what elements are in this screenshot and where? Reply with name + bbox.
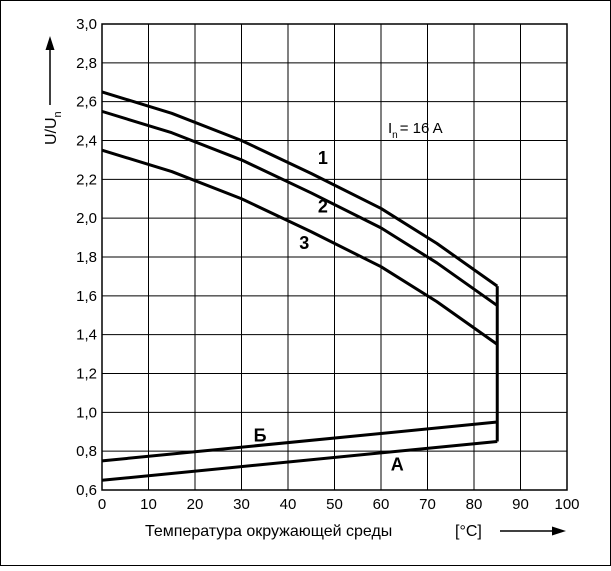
x-axis-unit: [°C]	[455, 523, 482, 540]
y-tick-label: 2,2	[76, 171, 97, 188]
y-axis-label: U/Un	[43, 111, 64, 145]
annotation-sub: n	[392, 130, 398, 141]
x-tick-label: 50	[326, 496, 343, 513]
x-tick-labels: 0 10 20 30 40 50 60 70 80 90 100	[98, 496, 580, 513]
series-line-4	[101, 439, 498, 482]
y-axis-label-main: U/U	[43, 117, 60, 145]
x-tick-label: 70	[419, 496, 436, 513]
y-tick-label: 0,6	[76, 482, 97, 499]
y-axis-label-group: U/Un	[43, 111, 64, 145]
y-tick-label: 1,8	[76, 249, 97, 266]
y-tick-label: 2,6	[76, 94, 97, 111]
y-tick-label: 1,6	[76, 288, 97, 305]
y-axis-arrow-head	[45, 36, 55, 50]
y-tick-label: 1,0	[76, 404, 97, 421]
annotation-rest: = 16 A	[400, 120, 443, 137]
annotation-label: In = 16 A	[388, 120, 443, 141]
series-label-4: A	[391, 455, 404, 475]
y-tick-label: 2,4	[76, 133, 97, 150]
y-tick-labels: 0,6 0,8 1,0 1,2 1,4 1,6 1,8 2,0 2,2 2,4 2,6 2,8 3,0	[76, 16, 97, 499]
series-label-3: Б	[254, 425, 267, 445]
x-tick-label: 100	[554, 496, 579, 513]
y-tick-label: 1,4	[76, 327, 97, 344]
y-tick-label: 1,2	[76, 366, 97, 383]
y-tick-label: 3,0	[76, 16, 97, 33]
x-tick-label: 10	[140, 496, 157, 513]
series-lines	[101, 90, 499, 482]
series-line-3	[101, 420, 498, 463]
x-tick-label: 0	[98, 496, 106, 513]
x-axis-arrow-head	[552, 526, 566, 536]
y-axis-label-sub: n	[52, 111, 64, 117]
y-tick-label: 0,8	[76, 443, 97, 460]
y-tick-label: 2,8	[76, 55, 97, 72]
series-line-1	[101, 109, 499, 307]
x-tick-label: 20	[187, 496, 204, 513]
x-tick-label: 60	[373, 496, 390, 513]
x-tick-label: 40	[280, 496, 297, 513]
x-tick-label: 30	[233, 496, 250, 513]
series-line-0	[101, 90, 499, 288]
x-tick-label: 90	[512, 496, 529, 513]
x-tick-label: 80	[466, 496, 483, 513]
series-labels: 1 23 Б A	[254, 148, 404, 475]
series-label-0: 1	[318, 148, 328, 168]
series-label-2: 3	[299, 233, 309, 253]
plot-border	[101, 23, 568, 491]
series-label-1: 2	[318, 196, 328, 216]
y-tick-label: 2,0	[76, 210, 97, 227]
series-line-2	[101, 148, 499, 346]
annotation-main: I	[388, 120, 392, 137]
x-axis-label: Температура окружающей среды	[145, 523, 392, 540]
